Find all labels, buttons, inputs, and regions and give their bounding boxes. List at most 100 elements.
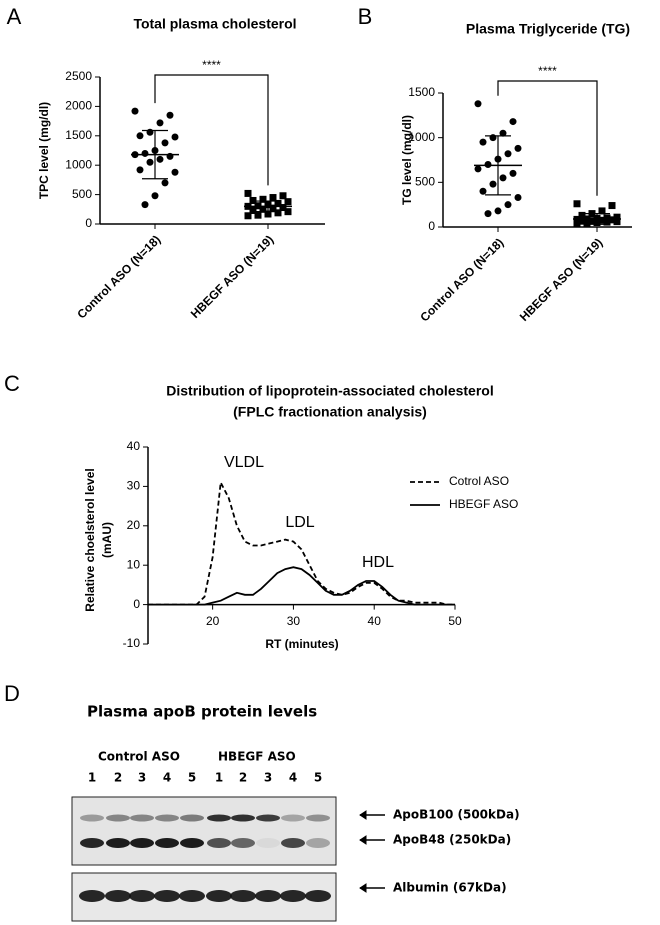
- band-label: ApoB48 (250kDa): [393, 833, 511, 847]
- peak-label: VLDL: [224, 454, 264, 471]
- data-point: [146, 158, 154, 166]
- y-tick-label: 500: [72, 187, 92, 201]
- panel-letter: C: [4, 371, 20, 396]
- band: [105, 890, 131, 902]
- chart-title: Total plasma cholesterol: [133, 16, 296, 32]
- data-point: [603, 214, 611, 222]
- band: [155, 838, 179, 848]
- band: [305, 890, 331, 902]
- band: [154, 890, 180, 902]
- y-tick-label: 30: [127, 479, 141, 493]
- y-tick-label: 2500: [65, 69, 92, 83]
- lane-number: 4: [163, 771, 171, 785]
- band: [129, 890, 155, 902]
- data-point: [514, 144, 522, 152]
- x-tick-label: 40: [368, 614, 382, 628]
- lane-number: 5: [188, 771, 196, 785]
- band: [281, 838, 305, 848]
- blot-membrane: [71, 796, 337, 866]
- data-point: [269, 204, 277, 212]
- chart-title: Plasma Triglyceride (TG): [466, 21, 630, 37]
- blot-title: Plasma apoB protein levels: [87, 703, 317, 721]
- band: [206, 890, 232, 902]
- data-point: [494, 207, 502, 215]
- data-point: [583, 219, 591, 227]
- data-point: [254, 211, 262, 219]
- lane-number: 5: [314, 771, 322, 785]
- arrow-head: [359, 810, 367, 820]
- data-point: [509, 118, 517, 126]
- data-point: [573, 219, 581, 227]
- data-point: [141, 201, 149, 209]
- y-tick-label: 20: [127, 518, 141, 532]
- data-point: [598, 216, 606, 224]
- data-point: [578, 217, 586, 225]
- y-axis-label: TPC level (mg/dl): [37, 102, 51, 199]
- data-point: [608, 202, 616, 210]
- data-point: [274, 209, 282, 217]
- x-tick-label: 20: [206, 614, 220, 628]
- band: [207, 814, 231, 822]
- significance-bracket: [154, 74, 269, 186]
- data-point: [274, 199, 282, 207]
- band: [80, 838, 104, 848]
- data-point: [136, 166, 144, 174]
- data-line: [148, 479, 455, 606]
- data-point: [161, 139, 169, 147]
- group-label: Control ASO: [98, 750, 180, 764]
- band-label: Albumin (67kDa): [393, 881, 507, 895]
- data-point: [613, 213, 621, 221]
- data-point: [166, 111, 174, 119]
- y-tick-label: 1500: [65, 128, 92, 142]
- data-point: [244, 189, 252, 197]
- data-point: [504, 201, 512, 209]
- data-point: [499, 174, 507, 182]
- group-label: HBEGF ASO: [218, 750, 296, 764]
- x-axis-label: RT (minutes): [265, 637, 338, 651]
- x-tick-label: HBEGF ASO (N=19): [188, 232, 277, 321]
- data-point: [279, 192, 287, 200]
- y-tick-label: 10: [127, 557, 141, 571]
- x-tick-label: 30: [287, 614, 301, 628]
- data-point: [249, 196, 257, 204]
- data-point: [499, 129, 507, 137]
- band: [80, 814, 104, 822]
- lane-number: 2: [239, 771, 247, 785]
- panel-letter: D: [4, 681, 20, 706]
- band: [207, 838, 231, 848]
- data-point: [484, 160, 492, 168]
- x-tick-label: 50: [448, 614, 462, 628]
- data-point: [474, 165, 482, 173]
- band-label: ApoB100 (500kDa): [393, 808, 520, 822]
- data-point: [284, 208, 292, 216]
- lane-number: 4: [289, 771, 297, 785]
- panel-letter: A: [7, 4, 22, 29]
- band: [281, 814, 305, 822]
- band: [280, 890, 306, 902]
- data-point: [259, 205, 267, 213]
- panel-letter: B: [358, 4, 373, 29]
- band: [155, 814, 179, 822]
- band: [179, 890, 205, 902]
- y-tick-label: 1000: [65, 157, 92, 171]
- data-point: [264, 210, 272, 218]
- lane-number: 1: [88, 771, 96, 785]
- data-point: [578, 211, 586, 219]
- arrow-head: [359, 835, 367, 845]
- data-point: [504, 150, 512, 158]
- data-point: [279, 204, 287, 212]
- bands: [79, 814, 331, 902]
- data-point: [249, 206, 257, 214]
- band: [256, 814, 280, 822]
- data-point: [161, 179, 169, 187]
- band: [106, 814, 130, 822]
- peak-label: HDL: [362, 554, 394, 571]
- y-axis-label: TG level (mg/dl): [400, 115, 414, 205]
- data-point: [598, 207, 606, 215]
- band: [130, 838, 154, 848]
- data-point: [136, 132, 144, 140]
- data-point: [244, 212, 252, 220]
- y-tick-label: 1500: [408, 85, 435, 99]
- x-tick-label: HBEGF ASO (N=19): [517, 235, 606, 324]
- band: [231, 814, 255, 822]
